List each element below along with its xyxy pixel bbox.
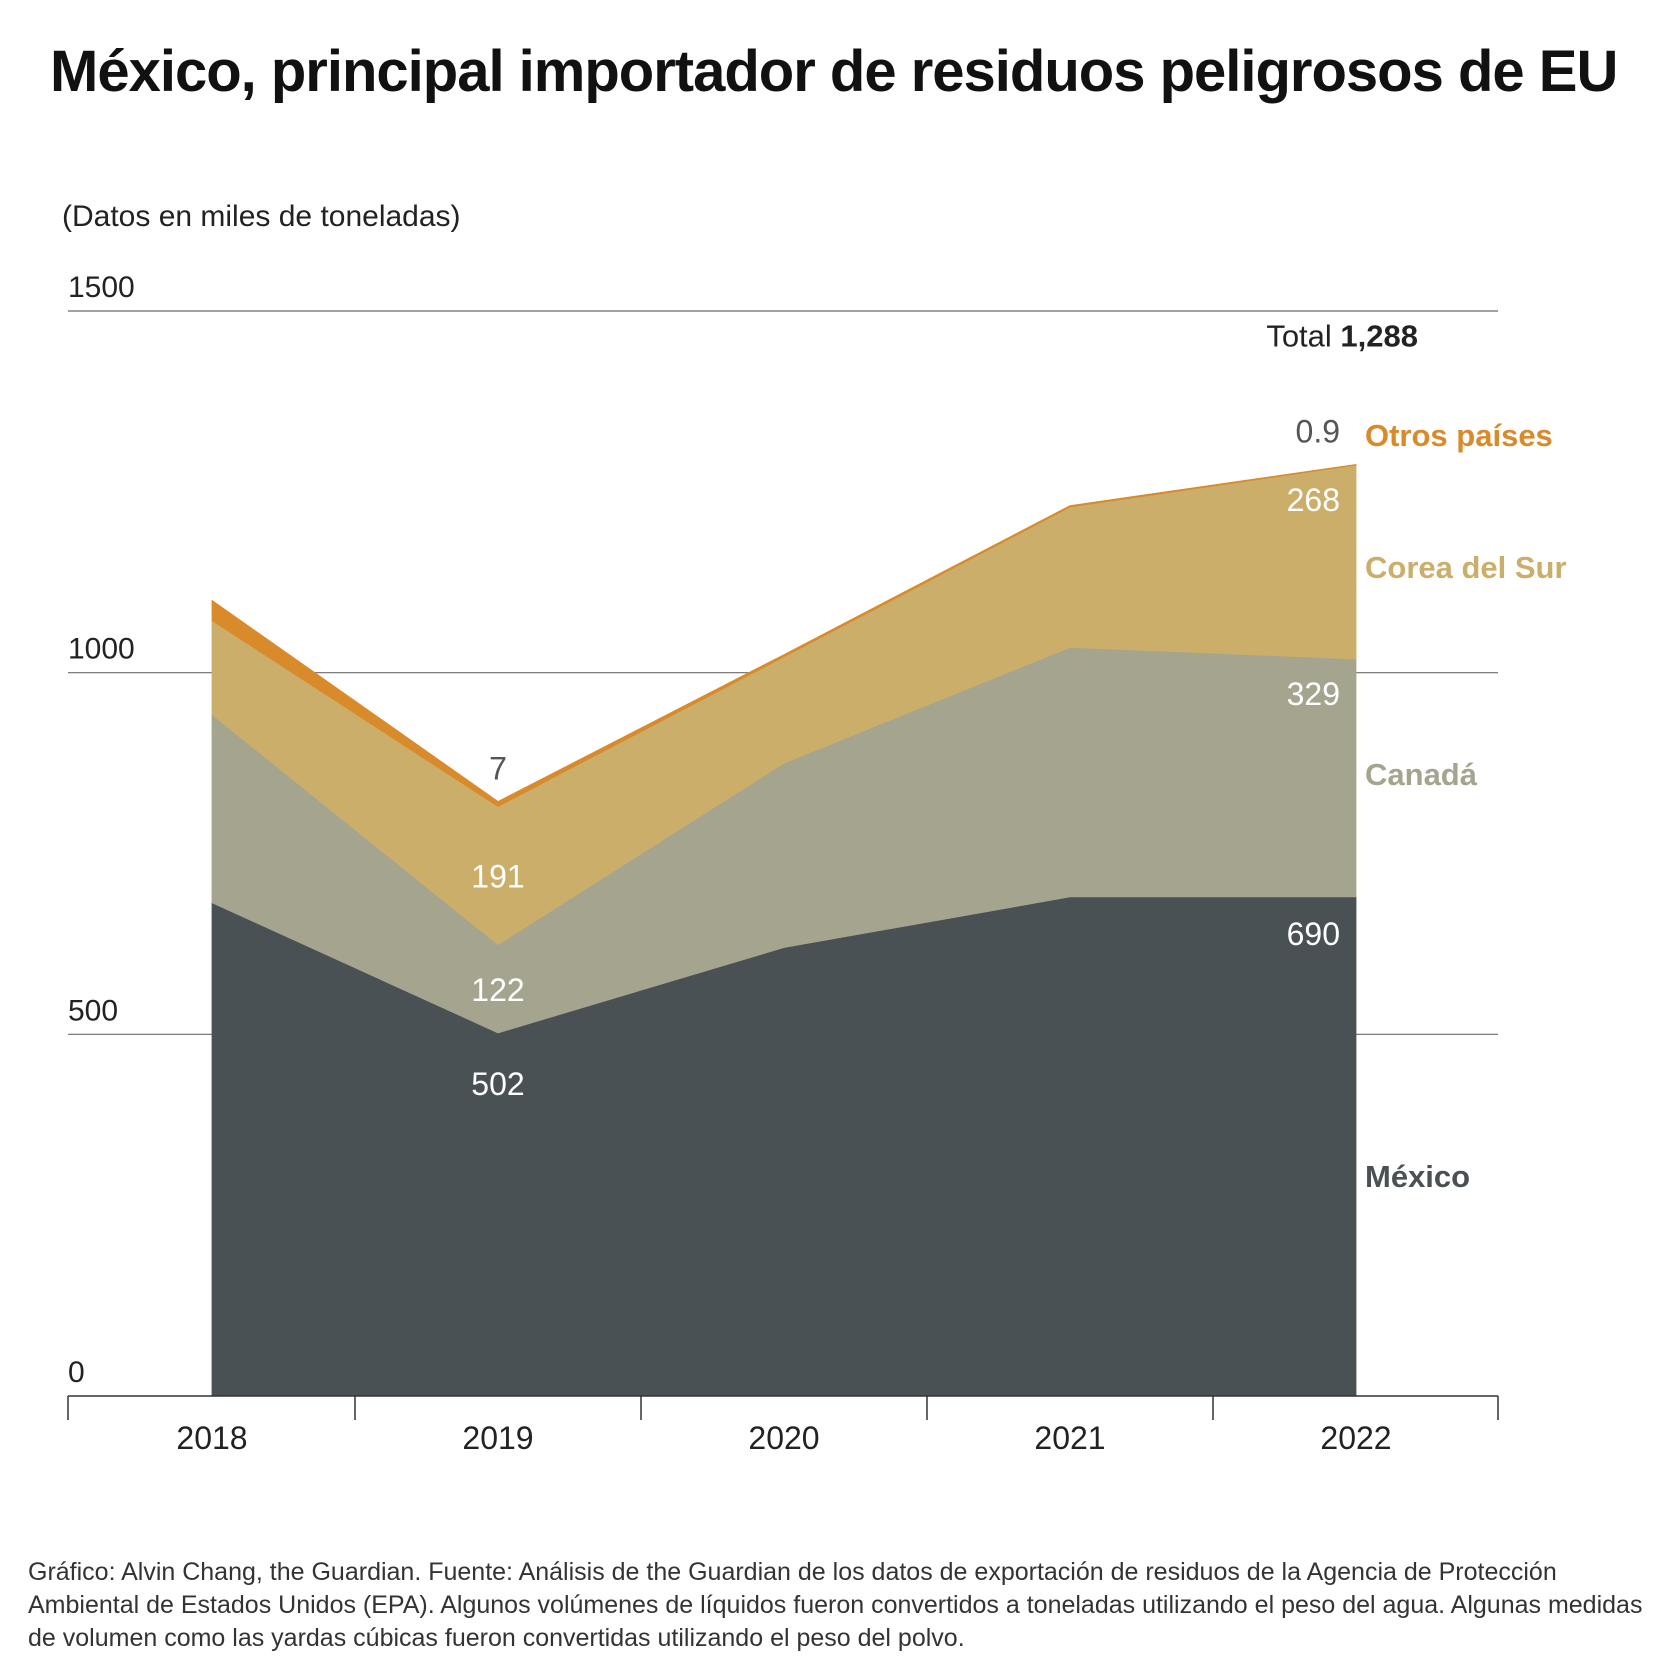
value-label-mexico-2022: 690: [1287, 916, 1340, 952]
y-tick-label-500: 500: [68, 994, 118, 1027]
value-label-canada-2019: 122: [471, 972, 524, 1008]
x-axis: 2018 2019 2020 2021 2022: [67, 1395, 1499, 1456]
legend-label-otros-paises: Otros países: [1365, 418, 1553, 453]
y-tick-label-1500: 1500: [68, 271, 135, 304]
value-label-mexico-2019: 502: [471, 1066, 524, 1102]
legend-label-canada: Canadá: [1365, 757, 1478, 792]
x-tick-label-2020: 2020: [748, 1420, 819, 1456]
source-note: Gráfico: Alvin Chang, the Guardian. Fuen…: [28, 1558, 1643, 1652]
legend-label-corea-del-sur: Corea del Sur: [1365, 550, 1567, 585]
chart-subtitle: (Datos en miles de toneladas): [62, 200, 461, 233]
x-tick-label-2019: 2019: [462, 1420, 533, 1456]
x-tick-label-2018: 2018: [176, 1420, 247, 1456]
y-tick-label-1000: 1000: [68, 633, 135, 666]
total-label: Total 1,288: [1266, 318, 1418, 353]
area-otros-paises: [211, 463, 1357, 807]
value-label-otros-paises-2019: 7: [489, 750, 507, 786]
x-tick-label-2021: 2021: [1034, 1420, 1105, 1456]
value-label-corea-del-sur-2019: 191: [471, 859, 524, 895]
value-label-otros-paises-2022: 0.9: [1296, 413, 1340, 449]
area-series: [211, 463, 1357, 1397]
y-tick-label-0: 0: [68, 1356, 85, 1389]
chart-title: México, principal importador de residuos…: [50, 39, 1618, 104]
value-label-canada-2022: 329: [1287, 676, 1340, 712]
x-tick-label-2022: 2022: [1320, 1420, 1391, 1456]
chart-labels: 7 191 122 502 0.9 268 329 690 Total 1,288 Otros p…: [471, 318, 1566, 1194]
value-label-corea-del-sur-2022: 268: [1287, 482, 1340, 518]
legend-label-mexico: México: [1365, 1159, 1470, 1194]
